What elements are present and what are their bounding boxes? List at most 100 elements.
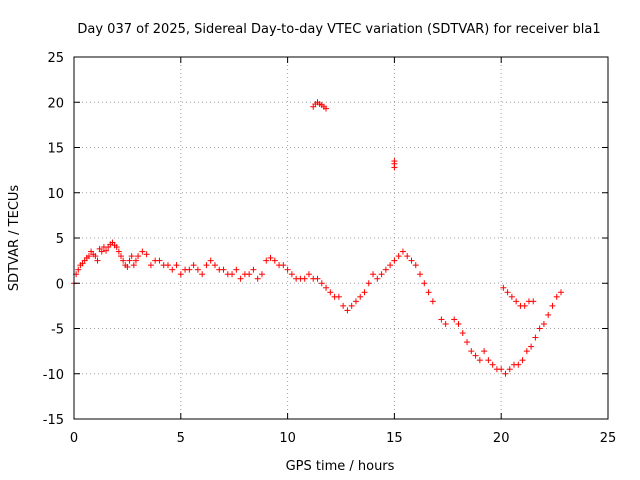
data-point xyxy=(164,262,171,269)
data-point xyxy=(521,302,528,309)
data-point xyxy=(365,280,372,287)
data-point xyxy=(523,348,530,355)
data-point xyxy=(519,357,526,364)
data-point xyxy=(421,280,428,287)
data-point xyxy=(357,293,364,300)
data-point xyxy=(186,266,193,273)
data-point xyxy=(455,320,462,327)
y-tick-label: 20 xyxy=(47,96,64,111)
y-axis-label: SDTVAR / TECUs xyxy=(7,185,22,292)
data-point xyxy=(323,105,330,112)
data-point xyxy=(506,366,513,373)
data-point xyxy=(429,298,436,305)
data-point xyxy=(75,266,82,273)
data-point xyxy=(233,266,240,273)
data-point xyxy=(254,275,261,282)
data-point xyxy=(532,334,539,341)
data-point xyxy=(258,271,265,278)
data-marks xyxy=(71,99,565,377)
data-point xyxy=(271,257,278,264)
data-point xyxy=(103,247,110,254)
data-point xyxy=(237,275,244,282)
data-point xyxy=(476,357,483,364)
data-point xyxy=(404,253,411,260)
data-point xyxy=(412,262,419,269)
data-point xyxy=(391,257,398,264)
y-tick-label: 25 xyxy=(47,51,64,66)
data-point xyxy=(314,275,321,282)
data-point xyxy=(130,262,137,269)
data-point xyxy=(528,343,535,350)
data-point xyxy=(464,339,471,346)
data-point xyxy=(352,298,359,305)
data-point xyxy=(558,289,565,296)
data-point xyxy=(323,284,330,291)
data-point xyxy=(502,370,509,377)
y-tick-label: -5 xyxy=(51,323,64,338)
data-point xyxy=(408,257,415,264)
data-point xyxy=(504,289,511,296)
data-point xyxy=(508,293,515,300)
data-point xyxy=(288,271,295,278)
data-point xyxy=(340,302,347,309)
x-tick-label: 5 xyxy=(177,431,185,446)
x-axis-label: GPS time / hours xyxy=(286,459,395,474)
data-point xyxy=(85,253,92,260)
data-point xyxy=(395,253,402,260)
data-point xyxy=(545,311,552,318)
grid-lines xyxy=(74,57,608,419)
data-point xyxy=(120,257,127,264)
data-point xyxy=(113,244,120,251)
data-point xyxy=(498,366,505,373)
data-point xyxy=(540,320,547,327)
data-point xyxy=(399,248,406,255)
data-point xyxy=(335,293,342,300)
axis-ticks: 0 5 10 15 20 25 -15 -10 -5 0 5 10 15 20 25 xyxy=(43,51,617,446)
data-point xyxy=(284,266,291,273)
data-point xyxy=(481,348,488,355)
data-point xyxy=(139,248,146,255)
data-point xyxy=(132,257,139,264)
data-point xyxy=(438,316,445,323)
data-point xyxy=(194,266,201,273)
data-point xyxy=(147,262,154,269)
data-point xyxy=(536,325,543,332)
data-point xyxy=(94,257,101,264)
data-point xyxy=(442,320,449,327)
data-point xyxy=(124,263,131,270)
data-point xyxy=(207,257,214,264)
data-point xyxy=(229,271,236,278)
data-point xyxy=(513,298,520,305)
data-point xyxy=(177,271,184,278)
data-point xyxy=(549,302,556,309)
chart-title: Day 037 of 2025, Sidereal Day-to-day VTE… xyxy=(77,22,600,37)
data-point xyxy=(459,330,466,337)
y-tick-label: -15 xyxy=(43,413,64,428)
x-tick-label: 10 xyxy=(279,431,296,446)
data-point xyxy=(348,302,355,309)
x-tick-label: 0 xyxy=(70,431,78,446)
data-point xyxy=(263,257,270,264)
data-point xyxy=(382,266,389,273)
data-point xyxy=(468,348,475,355)
y-tick-label: -10 xyxy=(43,368,64,383)
data-point xyxy=(211,262,218,269)
data-point xyxy=(115,248,122,255)
data-point xyxy=(374,275,381,282)
data-point xyxy=(301,275,308,282)
data-point xyxy=(515,361,522,368)
data-point xyxy=(267,254,274,261)
data-point xyxy=(173,262,180,269)
y-tick-label: 5 xyxy=(56,232,64,247)
data-point xyxy=(199,271,206,278)
x-tick-label: 15 xyxy=(386,431,403,446)
data-point xyxy=(126,257,133,264)
data-point xyxy=(378,271,385,278)
data-point xyxy=(250,266,257,273)
x-tick-label: 25 xyxy=(600,431,617,446)
data-point xyxy=(246,271,253,278)
data-point xyxy=(135,253,142,260)
data-point xyxy=(500,284,507,291)
data-point xyxy=(387,262,394,269)
data-point xyxy=(203,262,210,269)
